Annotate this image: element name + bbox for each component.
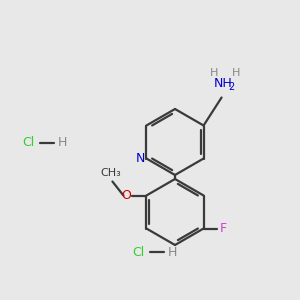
Text: H: H — [209, 68, 218, 79]
Text: 2: 2 — [229, 82, 235, 92]
Text: N: N — [136, 152, 145, 165]
Text: H: H — [167, 245, 177, 259]
Text: F: F — [220, 222, 227, 235]
Text: Cl: Cl — [22, 136, 34, 149]
Text: Cl: Cl — [132, 245, 144, 259]
Text: CH₃: CH₃ — [100, 169, 121, 178]
Text: H: H — [57, 136, 67, 149]
Text: H: H — [231, 68, 240, 79]
Text: O: O — [122, 189, 131, 202]
Text: NH: NH — [214, 77, 233, 90]
